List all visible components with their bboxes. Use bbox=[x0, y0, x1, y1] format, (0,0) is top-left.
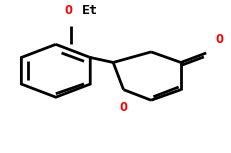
Text: O: O bbox=[64, 4, 73, 17]
Text: O: O bbox=[215, 33, 223, 46]
Text: O: O bbox=[119, 101, 128, 114]
Text: Et: Et bbox=[82, 4, 98, 17]
